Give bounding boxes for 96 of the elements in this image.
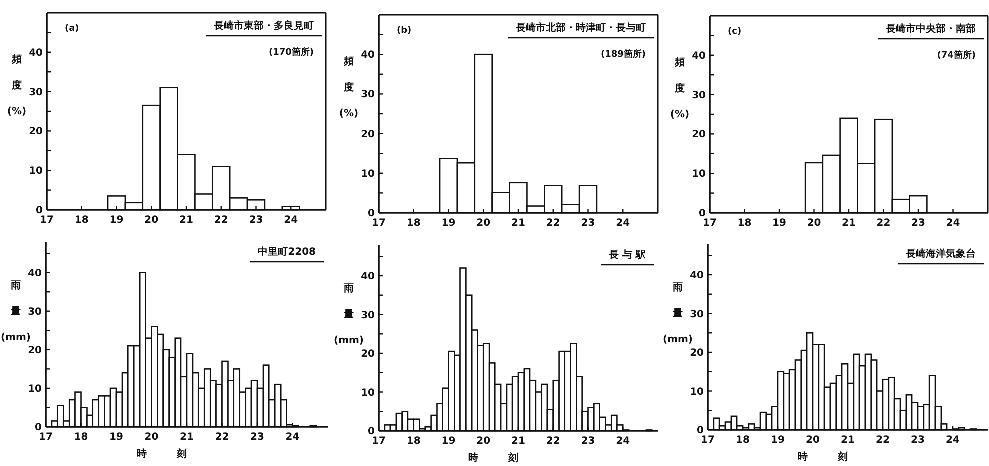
y-tick-label: 20 bbox=[28, 345, 42, 356]
x-tick-label: 22 bbox=[876, 218, 891, 229]
x-tick-label: 23 bbox=[581, 436, 596, 447]
y-tick-label: 0 bbox=[697, 426, 704, 436]
x-tick-label: 23 bbox=[911, 435, 925, 446]
y-tick-label: 30 bbox=[361, 310, 376, 322]
x-tick-label: 22 bbox=[215, 432, 230, 443]
y-tick-label: 10 bbox=[690, 386, 704, 398]
x-tick-label: 20 bbox=[807, 218, 822, 229]
x-tick-label: 19 bbox=[442, 436, 456, 447]
x-tick-label: 18 bbox=[74, 432, 88, 443]
x-tick-label: 19 bbox=[110, 432, 124, 443]
x-tick-label: 20 bbox=[144, 215, 159, 226]
x-tick-label: 22 bbox=[214, 215, 228, 226]
x-tick-label: 17 bbox=[703, 218, 717, 229]
text: 長崎海洋気象台 bbox=[905, 248, 976, 260]
x-tick-label: 22 bbox=[876, 435, 890, 446]
x-tick-label: 18 bbox=[74, 215, 89, 226]
x-tick-label: 17 bbox=[372, 436, 386, 447]
x-tick-label: 17 bbox=[40, 215, 54, 226]
y-tick-label: 20 bbox=[692, 130, 706, 141]
y-tick-label: 10 bbox=[692, 169, 706, 180]
y-tick-label: 10 bbox=[29, 166, 44, 178]
y-tick-label: 40 bbox=[28, 268, 42, 280]
y-tick-label: 30 bbox=[28, 306, 42, 318]
x-tick-label: 24 bbox=[284, 215, 298, 226]
y-tick-label: 40 bbox=[29, 48, 44, 59]
y-tick-label: 20 bbox=[29, 126, 44, 138]
x-tick-label: 19 bbox=[771, 435, 785, 446]
y-tick-label: 30 bbox=[692, 90, 706, 102]
text: 頻度(%) bbox=[7, 54, 27, 118]
y-tick-label: 40 bbox=[692, 50, 706, 62]
x-tick-label: 24 bbox=[946, 435, 960, 446]
y-tick-label: 0 bbox=[36, 206, 44, 216]
x-tick-label: 17 bbox=[372, 218, 386, 229]
y-tick-label: 0 bbox=[368, 426, 376, 438]
y-tick-label: 20 bbox=[690, 348, 704, 359]
y-tick-label: 40 bbox=[361, 272, 376, 282]
y-tick-label: 10 bbox=[361, 168, 376, 180]
x-tick-label: 23 bbox=[581, 218, 596, 229]
x-tick-label: 21 bbox=[180, 215, 194, 226]
y-tick-label: 0 bbox=[699, 208, 706, 220]
x-tick-label: 19 bbox=[772, 218, 786, 229]
x-tick-label: 17 bbox=[39, 432, 53, 443]
x-tick-label: 20 bbox=[476, 436, 491, 447]
y-tick-label: 20 bbox=[361, 349, 376, 360]
x-tick-label: 21 bbox=[512, 218, 526, 229]
text: (170箇所) bbox=[268, 47, 314, 58]
text: 頻度(%) bbox=[670, 57, 690, 120]
annotation: (a) bbox=[65, 24, 80, 34]
x-tick-label: 22 bbox=[546, 436, 560, 447]
text: 長崎市中央部・南部 bbox=[885, 23, 976, 35]
y-tick-label: 20 bbox=[361, 129, 376, 140]
text: 中里町2208 bbox=[258, 246, 316, 258]
text: 長崎市北部・時津町・長与町 bbox=[515, 22, 646, 34]
y-tick-label: 10 bbox=[28, 384, 42, 395]
x-axis-title: 時 刻 bbox=[137, 448, 197, 460]
text: 長 与 駅 bbox=[608, 249, 647, 261]
x-tick-label: 24 bbox=[616, 218, 630, 229]
x-tick-label: 24 bbox=[286, 432, 300, 443]
x-tick-label: 18 bbox=[738, 218, 752, 229]
x-tick-label: 23 bbox=[912, 218, 926, 229]
x-tick-label: 24 bbox=[946, 218, 960, 229]
x-tick-label: 18 bbox=[406, 436, 421, 447]
x-tick-label: 17 bbox=[701, 435, 715, 446]
text: (74箇所) bbox=[937, 50, 976, 61]
y-tick-label: 40 bbox=[690, 270, 704, 282]
y-tick-label: 0 bbox=[368, 208, 376, 220]
x-tick-label: 21 bbox=[512, 436, 526, 447]
annotation: (c) bbox=[728, 27, 742, 37]
x-tick-label: 24 bbox=[616, 436, 630, 447]
x-tick-label: 20 bbox=[806, 435, 820, 446]
x-tick-label: 18 bbox=[736, 435, 750, 446]
x-tick-label: 19 bbox=[442, 218, 456, 229]
x-tick-label: 20 bbox=[476, 218, 491, 229]
annotation: (b) bbox=[397, 26, 412, 36]
x-tick-label: 22 bbox=[546, 218, 560, 229]
x-tick-label: 23 bbox=[249, 215, 264, 226]
text: 長崎市東部・多良見町 bbox=[213, 20, 314, 32]
text: (189箇所) bbox=[600, 49, 646, 60]
y-tick-label: 0 bbox=[35, 422, 42, 434]
y-tick-label: 30 bbox=[690, 309, 704, 320]
x-tick-label: 21 bbox=[842, 218, 856, 229]
y-tick-label: 10 bbox=[361, 388, 376, 399]
x-tick-label: 21 bbox=[841, 435, 855, 446]
text: 頻度(%) bbox=[339, 56, 359, 120]
y-tick-label: 40 bbox=[361, 50, 376, 62]
x-tick-label: 18 bbox=[406, 218, 421, 229]
x-tick-label: 23 bbox=[250, 432, 264, 443]
x-axis-title: 時 刻 bbox=[798, 451, 858, 463]
y-tick-label: 30 bbox=[29, 87, 44, 98]
x-tick-label: 20 bbox=[144, 432, 159, 443]
x-tick-label: 19 bbox=[110, 215, 124, 226]
x-axis-title: 時 刻 bbox=[468, 452, 528, 464]
x-tick-label: 21 bbox=[180, 432, 194, 443]
y-tick-label: 30 bbox=[361, 90, 376, 101]
